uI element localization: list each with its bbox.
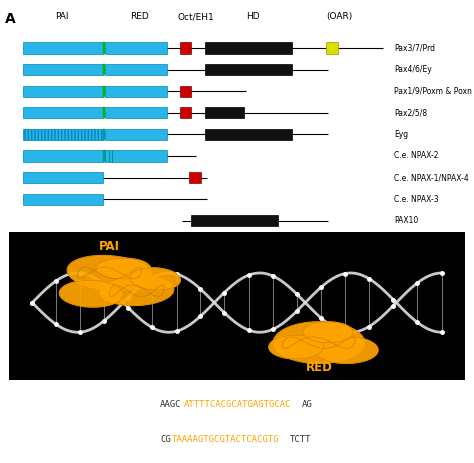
Bar — [205, 43, 292, 54]
Bar — [23, 150, 103, 162]
Text: Eyg: Eyg — [394, 130, 408, 139]
Text: RED: RED — [130, 12, 148, 21]
Text: HD: HD — [246, 12, 260, 21]
Text: Pax4/6/Ey: Pax4/6/Ey — [394, 65, 432, 74]
Text: A: A — [5, 13, 16, 26]
Bar — [205, 107, 244, 119]
Text: C.e. NPAX-3: C.e. NPAX-3 — [394, 194, 438, 204]
Polygon shape — [314, 337, 378, 363]
Polygon shape — [303, 322, 353, 343]
Bar — [180, 107, 191, 119]
Bar — [103, 64, 106, 75]
Bar — [23, 107, 103, 119]
Bar — [326, 43, 338, 54]
Text: TAAAAGTGCGTACTCACGTG: TAAAAGTGCGTACTCACGTG — [172, 435, 280, 444]
Polygon shape — [100, 276, 173, 306]
Bar — [103, 129, 106, 140]
Polygon shape — [269, 335, 323, 359]
Bar — [23, 86, 103, 97]
Bar — [23, 43, 103, 54]
Bar — [103, 86, 106, 97]
Bar — [23, 194, 103, 205]
Polygon shape — [273, 322, 365, 363]
Bar — [103, 43, 106, 54]
Text: Pax2/5/8: Pax2/5/8 — [394, 108, 427, 117]
Polygon shape — [67, 256, 152, 290]
Bar — [103, 150, 106, 162]
Text: (OAR): (OAR) — [326, 12, 353, 21]
Text: AAGC: AAGC — [160, 400, 182, 409]
Text: PAX10: PAX10 — [394, 216, 418, 225]
Text: AG: AG — [302, 400, 313, 409]
Bar — [106, 64, 167, 75]
Polygon shape — [96, 258, 151, 279]
Text: PAI: PAI — [55, 12, 69, 21]
Bar — [189, 172, 201, 183]
Text: Pax1/9/Poxm & Poxn: Pax1/9/Poxm & Poxn — [394, 87, 472, 96]
Text: CG: CG — [160, 435, 171, 444]
Text: PAI: PAI — [99, 240, 120, 253]
Text: Oct/EH1: Oct/EH1 — [178, 12, 214, 21]
Bar — [103, 107, 106, 119]
Text: C.e. NPAX-1/NPAX-4: C.e. NPAX-1/NPAX-4 — [394, 173, 469, 182]
Bar — [205, 64, 292, 75]
Bar — [106, 107, 167, 119]
Bar — [23, 129, 103, 140]
Bar — [106, 150, 167, 162]
Bar — [106, 43, 167, 54]
Text: RED: RED — [305, 361, 332, 374]
Bar — [180, 86, 191, 97]
Bar — [106, 129, 167, 140]
Bar — [23, 172, 103, 183]
Polygon shape — [59, 281, 123, 307]
Text: C.e. NPAX-2: C.e. NPAX-2 — [394, 151, 438, 161]
Bar — [191, 215, 278, 226]
Text: TCTT: TCTT — [290, 435, 312, 444]
Bar — [205, 129, 292, 140]
Text: ATTTTCACGCATGAGTGCAC: ATTTTCACGCATGAGTGCAC — [184, 400, 291, 409]
Polygon shape — [130, 268, 180, 290]
Text: Pax3/7/Prd: Pax3/7/Prd — [394, 44, 435, 53]
Bar — [180, 43, 191, 54]
Bar — [106, 86, 167, 97]
Text: B: B — [9, 234, 20, 248]
Bar — [23, 64, 103, 75]
